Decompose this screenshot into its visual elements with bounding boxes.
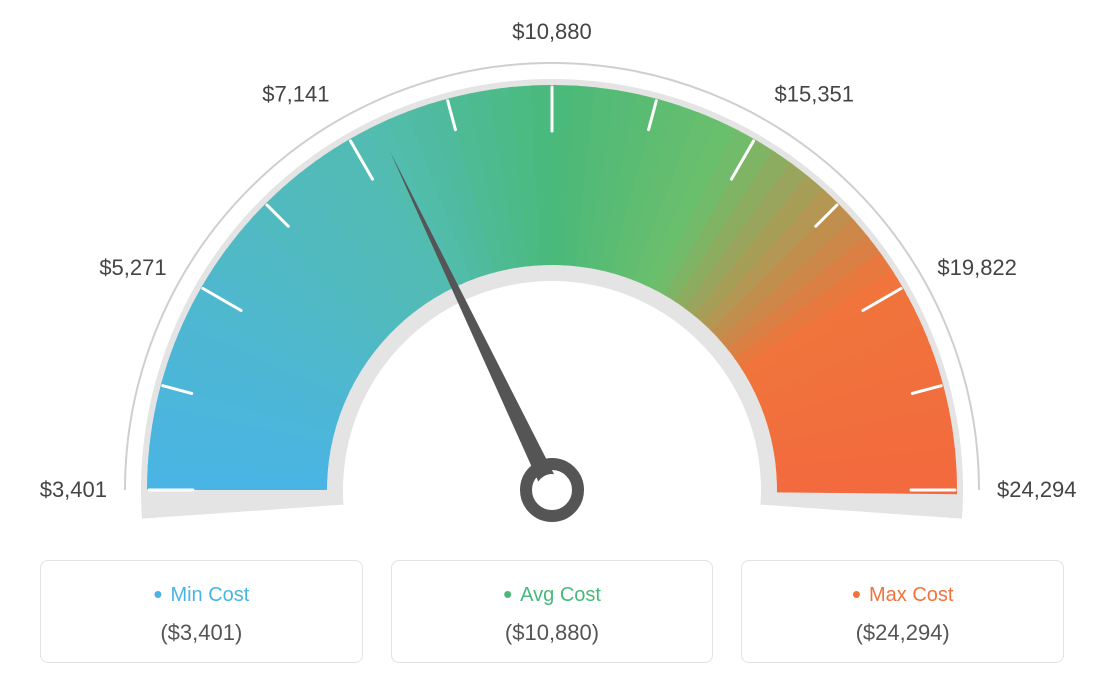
legend-avg-label: Avg Cost bbox=[402, 579, 703, 610]
legend-max-label: Max Cost bbox=[752, 579, 1053, 610]
legend-card-avg: Avg Cost ($10,880) bbox=[391, 560, 714, 663]
legend-avg-value: ($10,880) bbox=[402, 620, 703, 646]
gauge-svg bbox=[20, 20, 1084, 540]
gauge-scale-label: $3,401 bbox=[40, 477, 107, 503]
gauge-scale-label: $19,822 bbox=[937, 255, 1017, 281]
gauge-chart: $3,401 $5,271 $7,141 $10,880 $15,351 $19,822 $… bbox=[20, 20, 1084, 540]
gauge-scale-label: $24,294 bbox=[997, 477, 1077, 503]
gauge-scale-label: $10,880 bbox=[512, 19, 592, 45]
gauge-scale-label: $5,271 bbox=[99, 255, 166, 281]
gauge-scale-label: $15,351 bbox=[775, 81, 855, 107]
legend-min-label: Min Cost bbox=[51, 579, 352, 610]
legend-card-min: Min Cost ($3,401) bbox=[40, 560, 363, 663]
gauge-scale-label: $7,141 bbox=[262, 81, 329, 107]
legend-min-value: ($3,401) bbox=[51, 620, 352, 646]
legend-max-value: ($24,294) bbox=[752, 620, 1053, 646]
legend-card-max: Max Cost ($24,294) bbox=[741, 560, 1064, 663]
legend-row: Min Cost ($3,401) Avg Cost ($10,880) Max… bbox=[40, 560, 1064, 663]
